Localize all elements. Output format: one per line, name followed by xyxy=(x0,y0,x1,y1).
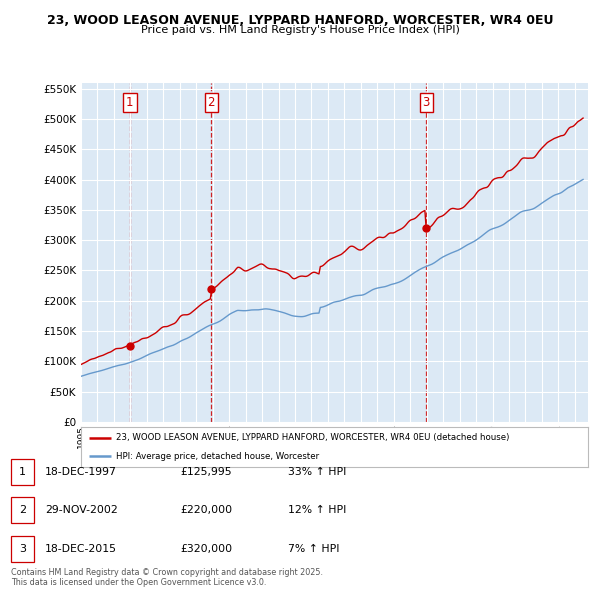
Text: HPI: Average price, detached house, Worcester: HPI: Average price, detached house, Worc… xyxy=(116,452,320,461)
Text: 12% ↑ HPI: 12% ↑ HPI xyxy=(288,506,346,515)
Text: 1: 1 xyxy=(19,467,26,477)
Text: 29-NOV-2002: 29-NOV-2002 xyxy=(45,506,118,515)
Text: 23, WOOD LEASON AVENUE, LYPPARD HANFORD, WORCESTER, WR4 0EU: 23, WOOD LEASON AVENUE, LYPPARD HANFORD,… xyxy=(47,14,553,27)
Text: 2: 2 xyxy=(19,506,26,515)
Text: Contains HM Land Registry data © Crown copyright and database right 2025.
This d: Contains HM Land Registry data © Crown c… xyxy=(11,568,323,587)
Text: 23, WOOD LEASON AVENUE, LYPPARD HANFORD, WORCESTER, WR4 0EU (detached house): 23, WOOD LEASON AVENUE, LYPPARD HANFORD,… xyxy=(116,434,510,442)
Text: 1: 1 xyxy=(126,96,134,109)
Text: 33% ↑ HPI: 33% ↑ HPI xyxy=(288,467,346,477)
Text: £320,000: £320,000 xyxy=(180,544,232,553)
Text: 2: 2 xyxy=(208,96,215,109)
Text: 18-DEC-1997: 18-DEC-1997 xyxy=(45,467,117,477)
Text: 18-DEC-2015: 18-DEC-2015 xyxy=(45,544,117,553)
Text: Price paid vs. HM Land Registry's House Price Index (HPI): Price paid vs. HM Land Registry's House … xyxy=(140,25,460,35)
Text: 7% ↑ HPI: 7% ↑ HPI xyxy=(288,544,340,553)
Text: £220,000: £220,000 xyxy=(180,506,232,515)
Text: £125,995: £125,995 xyxy=(180,467,232,477)
Text: 3: 3 xyxy=(422,96,430,109)
Text: 3: 3 xyxy=(19,544,26,553)
